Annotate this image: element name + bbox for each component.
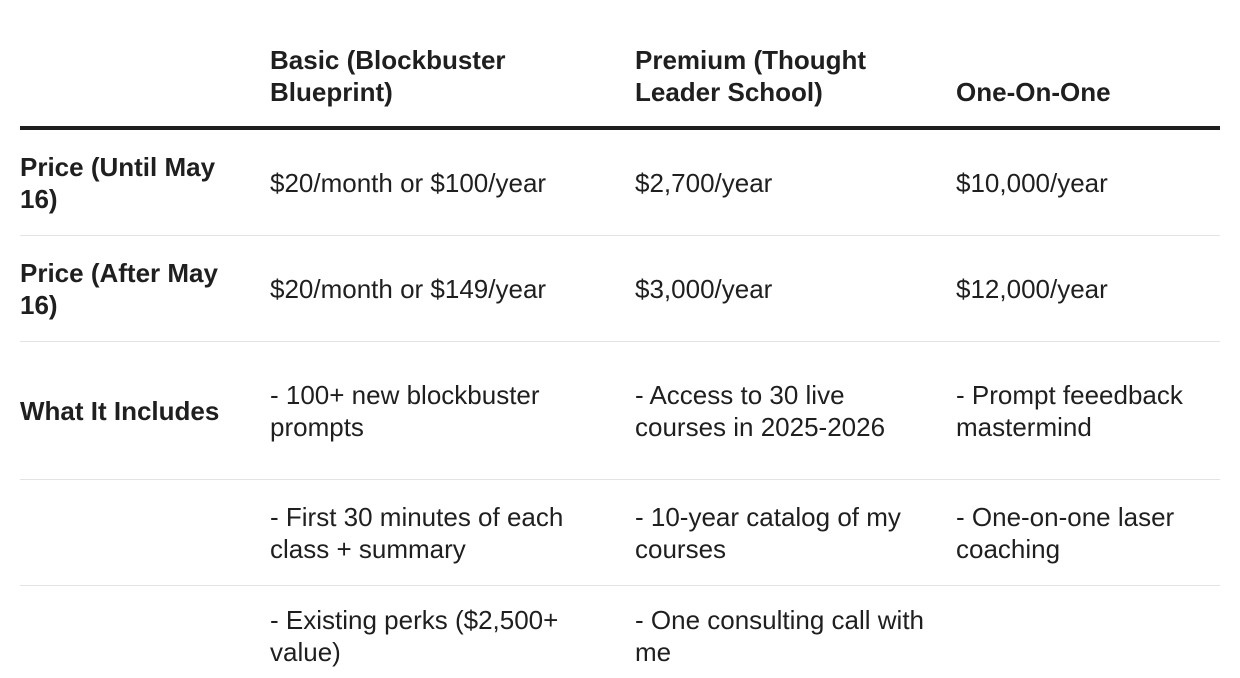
table-row: - Existing perks ($2,500+ value) - One c…: [20, 586, 1220, 678]
header-empty-cell: [20, 108, 270, 126]
table-row: Price (After May 16) $20/month or $149/y…: [20, 236, 1220, 342]
premium-cell: $2,700/year: [635, 167, 773, 198]
table-row: What It Includes - 100+ new blockbuster …: [20, 342, 1220, 480]
table-row: - First 30 minutes of each class + summa…: [20, 480, 1220, 586]
one-on-one-cell: - One-on-one laser coaching: [956, 501, 1175, 564]
header-one-on-one: One-On-One: [956, 77, 1111, 107]
premium-cell: $3,000/year: [635, 273, 773, 304]
header-premium: Premium (Thought Leader School): [635, 45, 867, 107]
one-on-one-cell: $10,000/year: [956, 167, 1108, 198]
one-on-one-cell: [956, 590, 1220, 604]
basic-cell: $20/month or $100/year: [270, 167, 547, 198]
header-basic: Basic (Blockbuster Blueprint): [270, 45, 506, 107]
one-on-one-cell: - Prompt feeedback mastermind: [956, 379, 1183, 442]
premium-cell: - Access to 30 live courses in 2025-2026: [635, 379, 886, 442]
table-row: Price (Until May 16) $20/month or $100/y…: [20, 130, 1220, 236]
one-on-one-cell: $12,000/year: [956, 273, 1108, 304]
basic-cell: - Existing perks ($2,500+ value): [270, 605, 559, 667]
premium-cell: - One consulting call with me: [635, 605, 925, 667]
row-label: What It Includes: [20, 395, 220, 426]
basic-cell: - First 30 minutes of each class + summa…: [270, 501, 564, 564]
row-label: [20, 590, 270, 604]
row-label: Price (After May 16): [20, 257, 218, 320]
pricing-comparison-table: Basic (Blockbuster Blueprint) Premium (T…: [20, 0, 1220, 678]
premium-cell: - 10-year catalog of my courses: [635, 501, 901, 564]
row-label: Price (Until May 16): [20, 151, 216, 214]
table-header-row: Basic (Blockbuster Blueprint) Premium (T…: [20, 0, 1220, 130]
basic-cell: - 100+ new blockbuster prompts: [270, 379, 540, 442]
basic-cell: $20/month or $149/year: [270, 273, 547, 304]
